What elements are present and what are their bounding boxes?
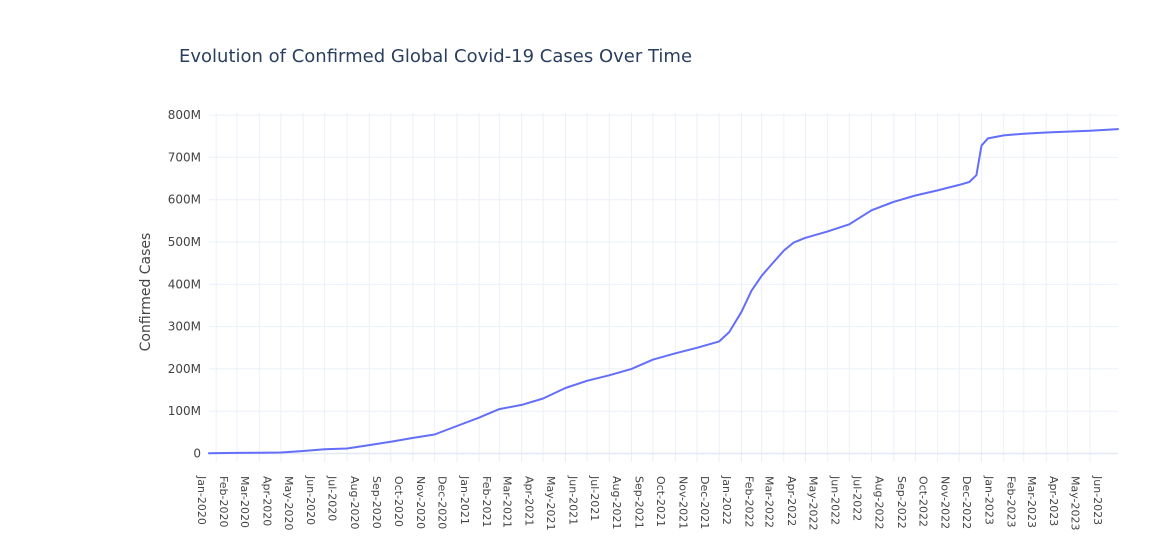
y-tick-label: 300M <box>168 320 201 334</box>
x-tick-label: Apr-2021 <box>523 476 536 526</box>
grid-lines <box>209 113 1118 462</box>
x-tick-label: Dec-2021 <box>698 476 711 529</box>
x-tick-label: Jun-2023 <box>1091 475 1104 525</box>
x-tick-label: Mar-2021 <box>500 476 513 528</box>
x-tick-label: Jun-2021 <box>566 475 579 525</box>
x-tick-label: May-2023 <box>1069 476 1082 531</box>
x-tick-label: May-2020 <box>282 476 295 531</box>
y-tick-label: 0 <box>193 447 201 461</box>
y-tick-label: 500M <box>168 235 201 249</box>
x-tick-label: Dec-2020 <box>436 476 449 529</box>
y-tick-label: 800M <box>168 108 201 122</box>
plot-area <box>208 128 1119 455</box>
x-tick-label: Feb-2022 <box>742 476 755 527</box>
x-tick-label: Apr-2023 <box>1047 476 1060 526</box>
x-tick-label: Jan-2020 <box>195 475 208 525</box>
x-tick-label: Oct-2020 <box>392 476 405 527</box>
x-tick-label: Jun-2020 <box>304 475 317 525</box>
series-line[interactable] <box>208 128 1119 455</box>
x-tick-label: Jun-2022 <box>829 475 842 525</box>
x-tick-label: Nov-2020 <box>414 476 427 529</box>
x-tick-label: Jan-2022 <box>720 475 733 525</box>
x-tick-label: Jul-2021 <box>588 475 601 521</box>
y-tick-label: 600M <box>168 193 201 207</box>
x-tick-label: May-2022 <box>806 476 819 531</box>
x-tick-label: Apr-2022 <box>785 476 798 526</box>
x-tick-label: Sep-2022 <box>895 476 908 529</box>
x-tick-label: Mar-2022 <box>763 476 776 528</box>
x-tick-label: Nov-2021 <box>676 476 689 529</box>
axis-ticks: Jan-2020 Feb-2020 Mar-2020 Apr-2020 May-2020… <box>168 108 1104 530</box>
x-tick-label: Sep-2020 <box>370 476 383 529</box>
x-tick-label: Nov-2022 <box>939 476 952 529</box>
x-tick-label: May-2021 <box>544 476 557 531</box>
x-tick-label: Oct-2022 <box>916 476 929 527</box>
x-tick-label: Feb-2020 <box>217 476 230 527</box>
x-tick-label: Feb-2023 <box>1005 476 1018 527</box>
y-axis-label: Confirmed Cases <box>138 233 154 352</box>
y-tick-label: 200M <box>168 362 201 376</box>
x-tick-label: Dec-2022 <box>960 476 973 529</box>
x-tick-label: Apr-2020 <box>260 476 273 526</box>
x-tick-label: Mar-2023 <box>1025 476 1038 528</box>
x-tick-label: Oct-2021 <box>654 476 667 527</box>
x-tick-label: Jul-2022 <box>850 475 863 521</box>
x-tick-label: Jul-2020 <box>326 475 339 521</box>
x-tick-label: Jan-2021 <box>458 475 471 525</box>
chart-title: Evolution of Confirmed Global Covid-19 C… <box>179 46 692 67</box>
x-tick-label: Jan-2023 <box>982 475 995 525</box>
y-tick-label: 700M <box>168 150 201 164</box>
x-tick-label: Feb-2021 <box>480 476 493 527</box>
y-tick-label: 100M <box>168 404 201 418</box>
x-tick-label: Aug-2021 <box>610 476 623 529</box>
y-tick-label: 400M <box>168 277 201 291</box>
x-tick-label: Aug-2020 <box>348 476 361 529</box>
x-tick-label: Aug-2022 <box>873 476 886 529</box>
x-tick-label: Mar-2020 <box>238 476 251 528</box>
x-tick-label: Sep-2021 <box>633 476 646 529</box>
